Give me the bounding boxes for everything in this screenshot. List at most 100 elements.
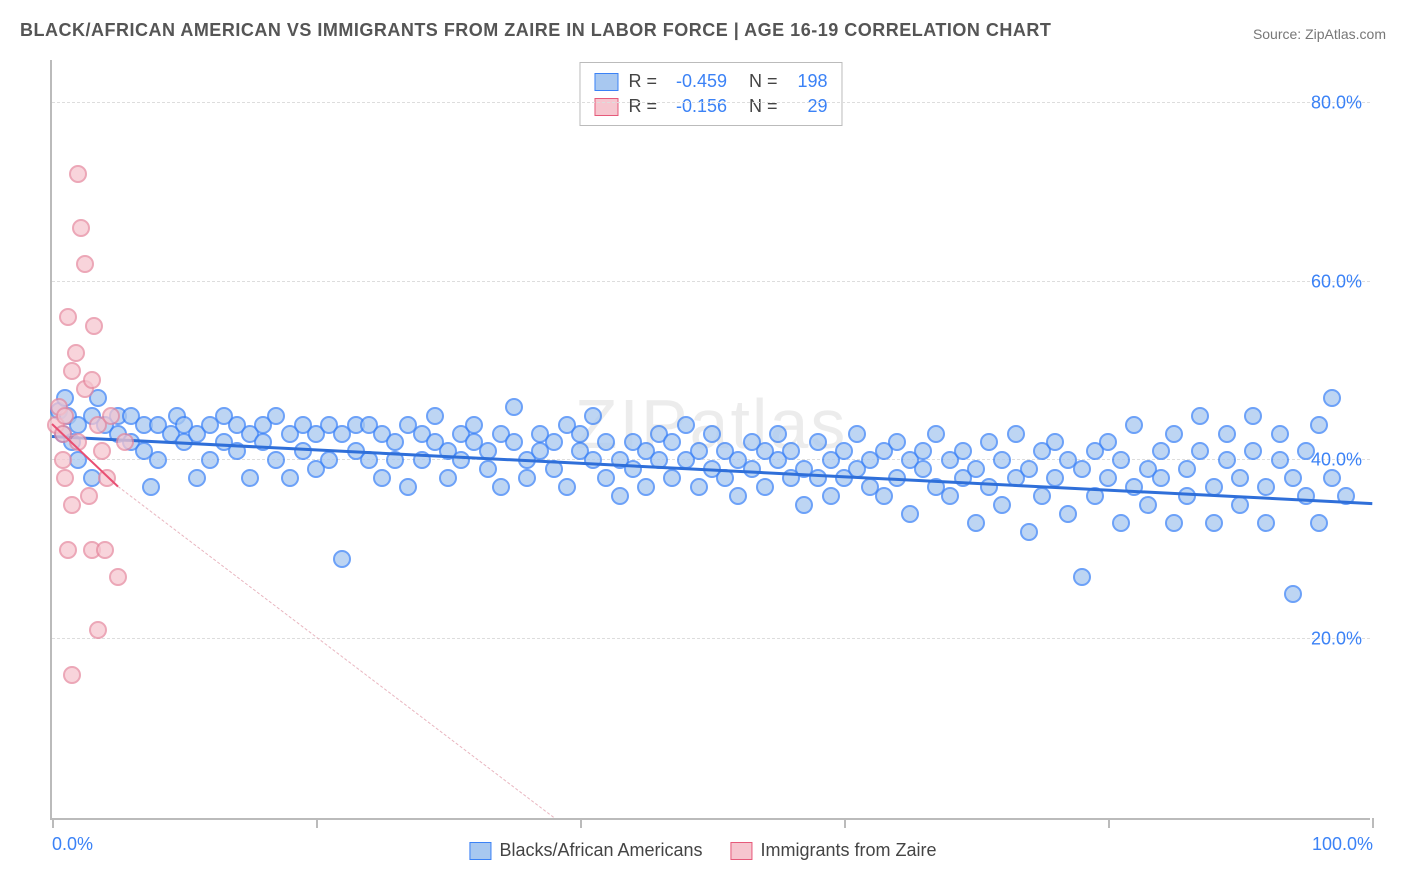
data-point-blue [281,425,299,443]
data-point-pink [76,380,94,398]
data-point-blue [333,550,351,568]
legend-item: Immigrants from Zaire [731,840,937,861]
data-point-blue [1244,407,1262,425]
gridline [52,638,1370,639]
data-point-blue [571,442,589,460]
r-label: R = [628,94,657,119]
data-point-blue [373,425,391,443]
data-point-blue [83,407,101,425]
data-point-blue [980,433,998,451]
legend-label: Blacks/African Americans [499,840,702,861]
data-point-blue [690,478,708,496]
n-value: 198 [788,69,828,94]
data-point-blue [122,407,140,425]
data-point-blue [83,469,101,487]
data-point-blue [558,478,576,496]
data-point-blue [1178,460,1196,478]
data-point-blue [848,425,866,443]
data-point-blue [122,433,140,451]
data-point-blue [663,469,681,487]
data-point-blue [241,425,259,443]
legend-swatch [594,73,618,91]
data-point-blue [1152,469,1170,487]
data-point-blue [96,416,114,434]
y-tick-label: 60.0% [1311,271,1362,292]
data-point-blue [1205,514,1223,532]
data-point-pink [89,416,107,434]
data-point-blue [782,442,800,460]
data-point-blue [1125,416,1143,434]
data-point-blue [1073,460,1091,478]
n-label: N = [749,94,778,119]
data-point-pink [59,308,77,326]
data-point-blue [294,442,312,460]
data-point-blue [175,416,193,434]
data-point-blue [835,442,853,460]
data-point-blue [89,389,107,407]
legend-swatch [731,842,753,860]
data-point-blue [756,442,774,460]
data-point-blue [571,425,589,443]
r-value: -0.459 [667,69,727,94]
data-point-blue [1284,585,1302,603]
data-point-blue [241,469,259,487]
data-point-blue [1059,451,1077,469]
data-point-blue [347,416,365,434]
data-point-pink [56,407,74,425]
x-tick-label: 100.0% [1312,834,1373,855]
data-point-blue [399,478,417,496]
data-point-blue [729,451,747,469]
data-point-pink [76,255,94,273]
data-point-pink [63,496,81,514]
data-point-blue [809,469,827,487]
data-point-pink [69,165,87,183]
data-point-blue [1271,425,1289,443]
data-point-blue [1125,478,1143,496]
data-point-pink [63,362,81,380]
data-point-blue [465,416,483,434]
data-point-blue [168,407,186,425]
data-point-blue [1178,487,1196,505]
data-point-blue [479,460,497,478]
data-point-pink [67,344,85,362]
data-point-blue [149,416,167,434]
data-point-blue [861,478,879,496]
data-point-blue [1033,442,1051,460]
data-point-blue [624,460,642,478]
data-point-blue [188,425,206,443]
data-point-blue [875,487,893,505]
data-point-blue [743,433,761,451]
data-point-blue [703,425,721,443]
data-point-blue [597,469,615,487]
data-point-blue [914,460,932,478]
data-point-blue [822,487,840,505]
data-point-blue [531,425,549,443]
data-point-blue [333,425,351,443]
data-point-pink [93,442,111,460]
data-point-blue [267,407,285,425]
data-point-blue [993,451,1011,469]
x-tick [844,818,846,828]
data-point-blue [1020,460,1038,478]
data-point-blue [558,416,576,434]
data-point-blue [1284,469,1302,487]
trend-line [51,423,118,487]
data-point-blue [1073,568,1091,586]
data-point-blue [1099,433,1117,451]
data-point-blue [492,478,510,496]
data-point-blue [1139,496,1157,514]
data-point-blue [1046,433,1064,451]
legend-bottom: Blacks/African Americans Immigrants from … [469,840,936,861]
legend-label: Immigrants from Zaire [761,840,937,861]
data-point-blue [597,433,615,451]
data-point-blue [1099,469,1117,487]
data-point-blue [307,425,325,443]
data-point-blue [769,425,787,443]
data-point-blue [1046,469,1064,487]
data-point-blue [954,442,972,460]
data-point-blue [1033,487,1051,505]
chart-title: BLACK/AFRICAN AMERICAN VS IMMIGRANTS FRO… [20,20,1051,41]
data-point-blue [875,442,893,460]
data-point-blue [1323,469,1341,487]
data-point-blue [320,416,338,434]
